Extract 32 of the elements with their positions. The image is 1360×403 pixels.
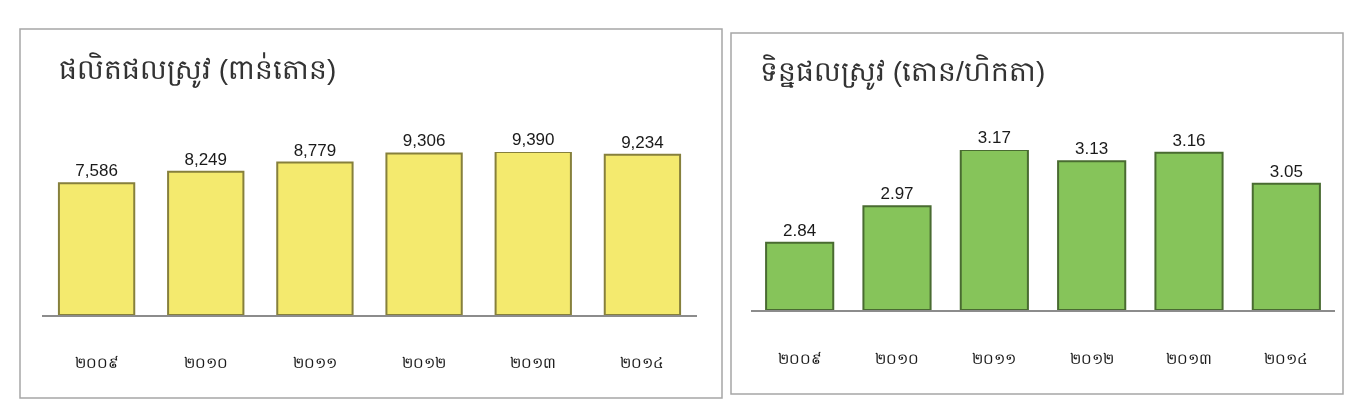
data-label: 3.17: [977, 128, 1011, 147]
bar: [385, 152, 463, 315]
bar: [494, 152, 572, 315]
x-tick-label: ២០១០: [183, 353, 228, 371]
chart-title: ផលិតផលស្រូវ (ពាន់តោន): [59, 52, 337, 88]
bar: [276, 161, 354, 315]
x-tick-label: ២០១១: [292, 353, 337, 371]
x-tick-label: ២០០៩: [74, 353, 119, 371]
data-label: 8,249: [184, 149, 228, 169]
x-tick-label: ២០១២: [402, 353, 447, 371]
data-label: 9,390: [511, 130, 555, 149]
bar: [57, 182, 136, 315]
data-label: 8,779: [293, 140, 337, 160]
bar: [167, 170, 245, 315]
data-label: 7,586: [75, 161, 118, 181]
data-label: 3.13: [1075, 139, 1109, 159]
data-label: 9,234: [621, 132, 664, 152]
x-tick-label: ២០១៤: [1264, 349, 1309, 367]
data-label: 2.84: [783, 220, 817, 240]
x-tick-label: ២០១១: [972, 349, 1017, 367]
chart-title: ទិន្នផលស្រូវ (តោន/ហិកតា): [760, 54, 1046, 90]
x-tick-label: ២០១០: [875, 349, 919, 367]
data-label: 9,306: [402, 131, 446, 151]
x-tick-label: ២០១៤: [620, 353, 665, 371]
data-label: 2.97: [880, 184, 914, 204]
bar: [603, 153, 682, 315]
data-label: 3.05: [1269, 161, 1303, 181]
x-tick-label: ២០១៣: [1166, 349, 1212, 367]
data-label: 3.16: [1172, 130, 1206, 150]
x-tick-label: ២០០៩: [777, 349, 822, 367]
x-tick-label: ២០១២: [1069, 349, 1114, 367]
x-tick-label: ២០១៣: [510, 353, 557, 371]
